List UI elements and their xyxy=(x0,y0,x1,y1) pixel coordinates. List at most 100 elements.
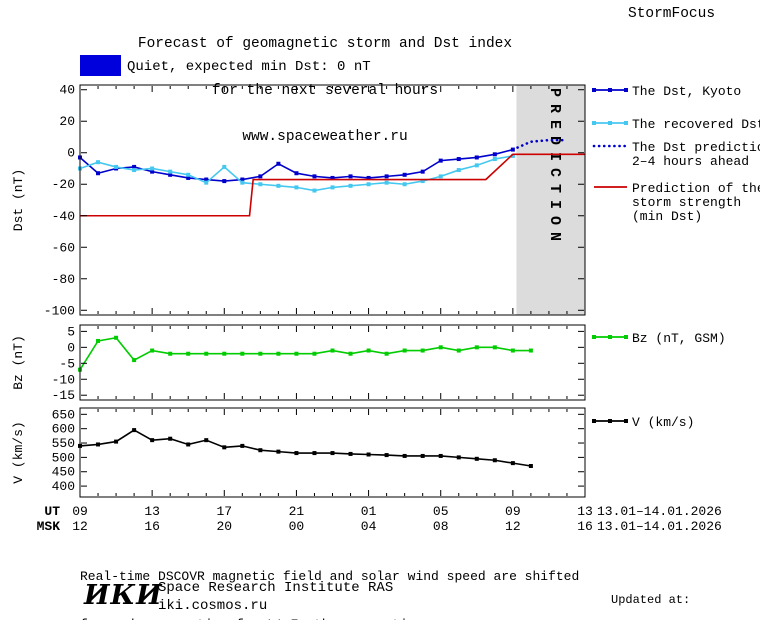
msk-tick-label: 08 xyxy=(433,519,449,534)
series-marker xyxy=(474,345,479,350)
series-marker xyxy=(438,345,443,350)
series-marker xyxy=(186,172,191,177)
series-marker xyxy=(312,351,317,356)
updated-label: Updated at: xyxy=(611,593,691,607)
series-marker xyxy=(438,174,443,179)
y-tick-label: -20 xyxy=(52,177,75,192)
series-marker xyxy=(348,351,353,356)
msk-tick-label: 16 xyxy=(144,519,160,534)
y-tick-label: 20 xyxy=(59,114,75,129)
series-marker xyxy=(312,451,317,456)
series-marker xyxy=(366,182,371,187)
y-tick-label: -10 xyxy=(52,372,75,387)
series-marker xyxy=(366,175,371,180)
y-tick-label: -60 xyxy=(52,240,75,255)
series-marker xyxy=(330,175,335,180)
msk-tick-label: 12 xyxy=(72,519,88,534)
y-tick-label: 5 xyxy=(67,324,75,339)
series-marker xyxy=(258,351,263,356)
series-marker xyxy=(240,443,245,448)
msk-tick-label: 04 xyxy=(361,519,377,534)
y-axis-label: Bz (nT) xyxy=(11,335,26,390)
y-tick-label: 500 xyxy=(52,450,75,465)
date-range-msk: 13.01–14.01.2026 xyxy=(597,519,722,534)
legend-label: storm strength xyxy=(632,195,741,210)
series-marker xyxy=(204,351,209,356)
series-marker xyxy=(150,348,155,353)
ut-tick-label: 09 xyxy=(505,504,521,519)
series-marker xyxy=(96,160,101,165)
series-marker xyxy=(330,451,335,456)
y-tick-label: 40 xyxy=(59,83,75,98)
bz-plot: 50-5-10-15 Bz (nT) Bz (nT, GSM) xyxy=(11,324,726,403)
legend-label: V (km/s) xyxy=(632,415,694,430)
series-marker xyxy=(186,175,191,180)
series-marker xyxy=(96,338,101,343)
series-marker xyxy=(114,439,119,444)
y-tick-label: -5 xyxy=(59,356,75,371)
series-marker xyxy=(276,351,281,356)
series-marker xyxy=(132,164,137,169)
series-marker xyxy=(114,164,119,169)
y-tick-label: 450 xyxy=(52,465,75,480)
series-marker xyxy=(474,456,479,461)
series-marker xyxy=(222,445,227,450)
series-marker xyxy=(420,179,425,184)
institute-name: Space Research Institute RAS xyxy=(158,580,394,596)
ut-tick-label: 13 xyxy=(577,504,593,519)
dst-plot: PREDICTION 40 20 0 -20 -40 -60 -80 -100 Dst (nT) T… xyxy=(11,83,760,319)
y-tick-label: -15 xyxy=(52,388,75,403)
footnote-line1: Real-time DSCOVR magnetic field and sola… xyxy=(80,569,580,584)
ut-tick-label: 17 xyxy=(216,504,232,519)
date-range-ut: 13.01–14.01.2026 xyxy=(597,504,722,519)
plot-frame xyxy=(79,324,586,401)
series-marker xyxy=(438,453,443,458)
legend-label: Bz (nT, GSM) xyxy=(632,331,726,346)
series-marker xyxy=(456,348,461,353)
series-marker xyxy=(168,436,173,441)
series-marker xyxy=(240,177,245,182)
y-tick-label: 0 xyxy=(67,340,75,355)
series-marker xyxy=(384,180,389,185)
ut-tick-label: 01 xyxy=(361,504,377,519)
series-marker xyxy=(258,174,263,179)
series-marker xyxy=(312,174,317,179)
series-marker xyxy=(168,351,173,356)
page-title: Forecast of geomagnetic storm and Dst in… xyxy=(70,6,580,177)
series-marker xyxy=(168,172,173,177)
series-marker xyxy=(492,458,497,463)
ut-tick-label: 09 xyxy=(72,504,88,519)
series-marker xyxy=(402,348,407,353)
series-marker xyxy=(456,168,461,173)
series-marker xyxy=(276,183,281,188)
series-marker xyxy=(366,452,371,457)
series-marker xyxy=(294,185,299,190)
legend-label: Prediction of the xyxy=(632,181,760,196)
series-marker xyxy=(96,171,101,176)
y-tick-label: 600 xyxy=(52,422,75,437)
institute-site: iki.cosmos.ru xyxy=(158,598,268,614)
series-marker xyxy=(312,188,317,193)
series-marker xyxy=(222,351,227,356)
series-marker xyxy=(402,172,407,177)
y-axis-label: Dst (nT) xyxy=(11,169,26,231)
msk-tick-label: 16 xyxy=(577,519,593,534)
series-marker xyxy=(186,351,191,356)
series-marker xyxy=(276,449,281,454)
msk-tick-label: 12 xyxy=(505,519,521,534)
series-marker xyxy=(510,153,515,158)
series-marker xyxy=(510,348,515,353)
series-marker xyxy=(150,438,155,443)
quiet-status-swatch xyxy=(80,55,121,76)
brand-stormfocus: StormFocus xyxy=(628,6,716,22)
series-line xyxy=(511,138,569,151)
legend-label: The recovered Dst xyxy=(632,117,760,132)
ut-axis-label: UT xyxy=(44,504,60,519)
y-tick-label: 400 xyxy=(52,479,75,494)
ut-tick-label: 21 xyxy=(289,504,305,519)
legend-label: 2–4 hours ahead xyxy=(632,154,749,169)
series-marker xyxy=(492,345,497,350)
series-marker xyxy=(204,180,209,185)
quiet-status-label: Quiet, expected min Dst: 0 nT xyxy=(127,59,371,75)
